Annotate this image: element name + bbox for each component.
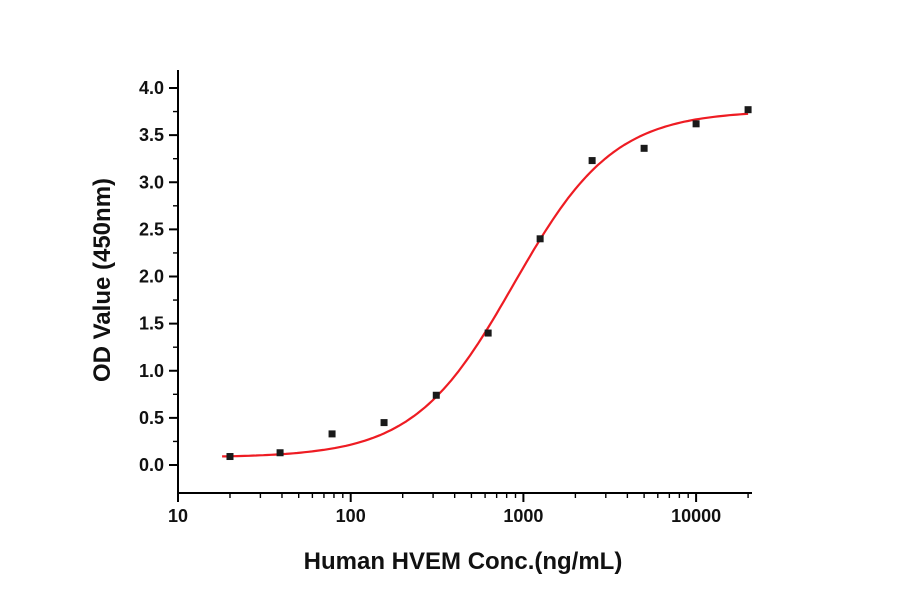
x-tick-label: 10 (168, 506, 188, 526)
data-point (744, 106, 752, 114)
y-tick-label: 3.0 (139, 172, 164, 192)
data-point (484, 329, 492, 337)
data-point (380, 419, 388, 427)
x-tick-label: 10000 (671, 506, 721, 526)
fit-curve (222, 112, 749, 458)
data-point (276, 449, 284, 457)
y-tick-label: 1.0 (139, 361, 164, 381)
x-axis-title: Human HVEM Conc.(ng/mL) (303, 548, 623, 575)
data-point (692, 120, 700, 128)
x-tick-label: 100 (336, 506, 366, 526)
y-tick-label: 2.0 (139, 267, 164, 287)
y-tick-label: 2.5 (139, 219, 164, 239)
data-point (640, 144, 648, 152)
data-point (536, 235, 544, 243)
data-point (588, 157, 596, 165)
y-axis-title: OD Value (450nm) (89, 177, 116, 383)
y-tick-label: 0.5 (139, 408, 164, 428)
y-tick-label: 1.5 (139, 314, 164, 334)
data-point (226, 453, 234, 461)
y-tick-label: 4.0 (139, 78, 164, 98)
y-tick-label: 0.0 (139, 455, 164, 475)
data-point (328, 430, 336, 438)
data-point (432, 391, 440, 399)
x-tick-label: 1000 (503, 506, 543, 526)
y-tick-label: 3.5 (139, 125, 164, 145)
